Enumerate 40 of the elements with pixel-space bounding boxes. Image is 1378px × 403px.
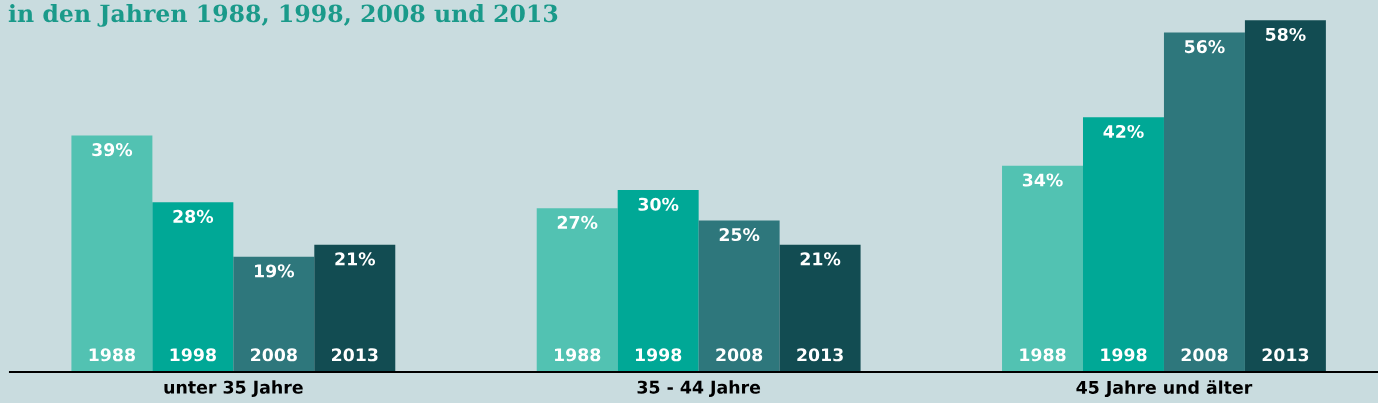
bar: [314, 244, 396, 372]
bar: [1163, 32, 1245, 372]
data-label: 27%: [557, 215, 598, 229]
data-label: 58%: [1265, 27, 1306, 42]
bar: [1244, 20, 1326, 372]
bar: [779, 244, 861, 372]
data-label: 56%: [1185, 40, 1225, 54]
series-label: 1998: [170, 348, 216, 362]
data-label: 25%: [719, 227, 760, 242]
text: 1998: [1101, 348, 1147, 362]
data-label: 21%: [800, 252, 841, 266]
chart-title: in den Jahren 1988, 1998, 2008 und 2013: [8, 4, 558, 27]
bar: [1002, 165, 1083, 372]
text: 1988: [555, 348, 601, 362]
series-label: 2008: [251, 348, 297, 362]
data-label: 21%: [335, 252, 376, 266]
text: 1998: [635, 348, 682, 362]
text: 2013: [797, 348, 843, 362]
x-tick-label: 45 Jahre und älter: [1076, 380, 1253, 398]
text: 1988: [1020, 348, 1066, 362]
data-label: 39%: [92, 143, 133, 157]
bar: [233, 256, 315, 372]
bar: [71, 135, 153, 372]
bar: [698, 220, 780, 372]
data-label: 28%: [173, 209, 214, 223]
bar: [1083, 117, 1164, 372]
text: 2008: [716, 348, 763, 362]
data-label: 34%: [1022, 173, 1063, 187]
text: 2008: [1181, 348, 1228, 362]
data-label: 42%: [1103, 124, 1144, 139]
bar: [617, 190, 699, 372]
x-tick-label: 35 - 44 Jahre: [637, 380, 761, 397]
text: 2013: [1262, 348, 1309, 362]
data-label: 30%: [638, 197, 679, 211]
data-label: 19%: [255, 264, 295, 278]
series-label: 2013: [332, 348, 378, 362]
bar: [152, 202, 234, 372]
series-label: 1988: [89, 348, 135, 362]
bar: [536, 208, 618, 372]
x-tick-label: unter 35 Jahre: [164, 380, 303, 397]
